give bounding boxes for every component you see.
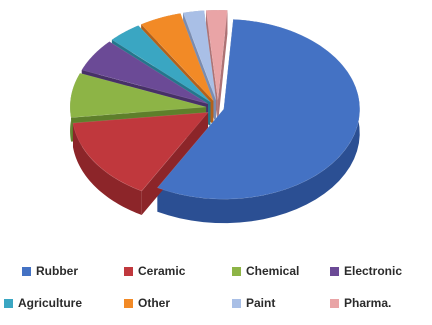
legend-item-pharma: Pharma.: [330, 296, 391, 310]
pie-slice-other: [140, 13, 214, 101]
legend-label-other: Other: [138, 296, 171, 310]
legend-item-rubber: Rubber: [22, 264, 78, 278]
pie-slice-ceramic: [72, 112, 209, 192]
legend-item-chemical: Chemical: [232, 264, 299, 278]
legend-swatch-electronic: [330, 266, 339, 276]
legend-item-paint: Paint: [232, 296, 275, 310]
legend-label-chemical: Chemical: [246, 264, 300, 278]
legend-swatch-other: [124, 298, 133, 308]
legend-label-rubber: Rubber: [36, 264, 78, 278]
pie-slice-rubber: [156, 19, 361, 200]
legend-swatch-pharma: [330, 298, 339, 308]
pie-slice-pharma: [205, 9, 228, 101]
legend-item-agriculture: Agriculture: [4, 296, 82, 310]
pie-slice-paint: [182, 10, 217, 101]
legend-item-ceramic: Ceramic: [124, 264, 185, 278]
legend-swatch-paint: [232, 298, 241, 308]
pie-slice-electronic: [81, 41, 209, 104]
chart-legend: Rubber Ceramic Chemical Electronic Agric…: [0, 250, 432, 325]
pie-slice-chemical: [69, 72, 207, 118]
legend-swatch-ceramic: [124, 266, 133, 276]
legend-swatch-agriculture: [4, 298, 13, 308]
legend-label-agriculture: Agriculture: [18, 296, 83, 310]
legend-label-paint: Paint: [246, 296, 276, 310]
legend-item-other: Other: [124, 296, 170, 310]
pie-wall-ceramic-0: [141, 112, 209, 215]
legend-swatch-chemical: [232, 266, 241, 276]
pie-slice-agriculture: [111, 25, 211, 103]
pie-wall-pharma-1: [217, 10, 228, 125]
legend-label-ceramic: Ceramic: [138, 264, 186, 278]
legend-swatch-rubber: [22, 266, 31, 276]
legend-item-electronic: Electronic: [330, 264, 402, 278]
pie-plot-area: [69, 9, 361, 224]
legend-label-electronic: Electronic: [344, 264, 403, 278]
pie-side-ceramic: [72, 123, 142, 215]
legend-label-pharma: Pharma.: [344, 296, 392, 310]
pie-side-rubber: [157, 19, 360, 224]
